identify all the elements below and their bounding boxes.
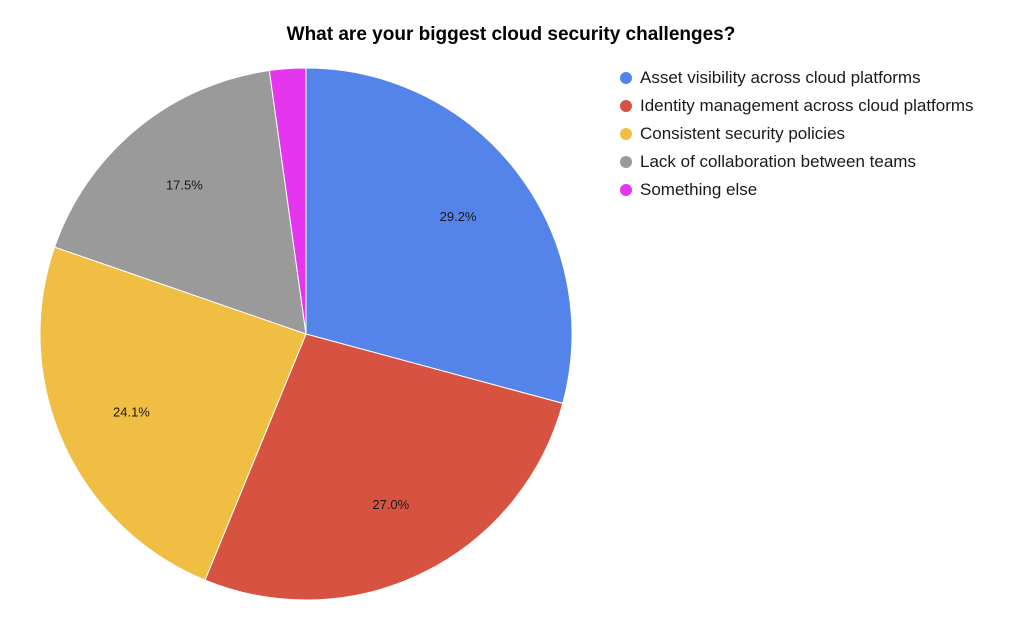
- legend-label: Consistent security policies: [640, 124, 846, 143]
- slice-label-lack-of-collaboration-between-teams: 17.5%: [166, 177, 203, 192]
- legend-item-something-else: Something else: [620, 176, 974, 204]
- legend-swatch: [620, 184, 632, 196]
- legend-item-consistent-security-policies: Consistent security policies: [620, 120, 974, 148]
- legend-item-identity-management-across-cloud-platforms: Identity management across cloud platfor…: [620, 92, 974, 120]
- slice-label-asset-visibility-across-cloud-platforms: 29.2%: [440, 209, 477, 224]
- pie-slice-lack-of-collaboration-between-teams: [53, 69, 307, 335]
- pie-slice-something-else: [268, 67, 307, 335]
- legend-swatch: [620, 100, 632, 112]
- legend-label: Lack of collaboration between teams: [640, 152, 916, 171]
- legend-swatch: [620, 72, 632, 84]
- pie-slice-consistent-security-policies: [39, 246, 307, 581]
- legend-swatch: [620, 128, 632, 140]
- legend-label: Something else: [640, 180, 758, 199]
- legend-item-lack-of-collaboration-between-teams: Lack of collaboration between teams: [620, 148, 974, 176]
- legend-label: Asset visibility across cloud platforms: [640, 68, 921, 87]
- pie-slice-identity-management-across-cloud-platforms: [204, 333, 564, 601]
- slice-label-consistent-security-policies: 24.1%: [113, 404, 150, 419]
- chart-title: What are your biggest cloud security cha…: [286, 24, 736, 45]
- legend-item-asset-visibility-across-cloud-platforms: Asset visibility across cloud platforms: [620, 64, 974, 92]
- legend-swatch: [620, 156, 632, 168]
- chart-legend: Asset visibility across cloud platforms I…: [620, 64, 974, 204]
- pie-slice-asset-visibility-across-cloud-platforms: [305, 67, 573, 404]
- slice-label-identity-management-across-cloud-platforms: 27.0%: [372, 497, 409, 512]
- legend-label: Identity management across cloud platfor…: [640, 96, 974, 115]
